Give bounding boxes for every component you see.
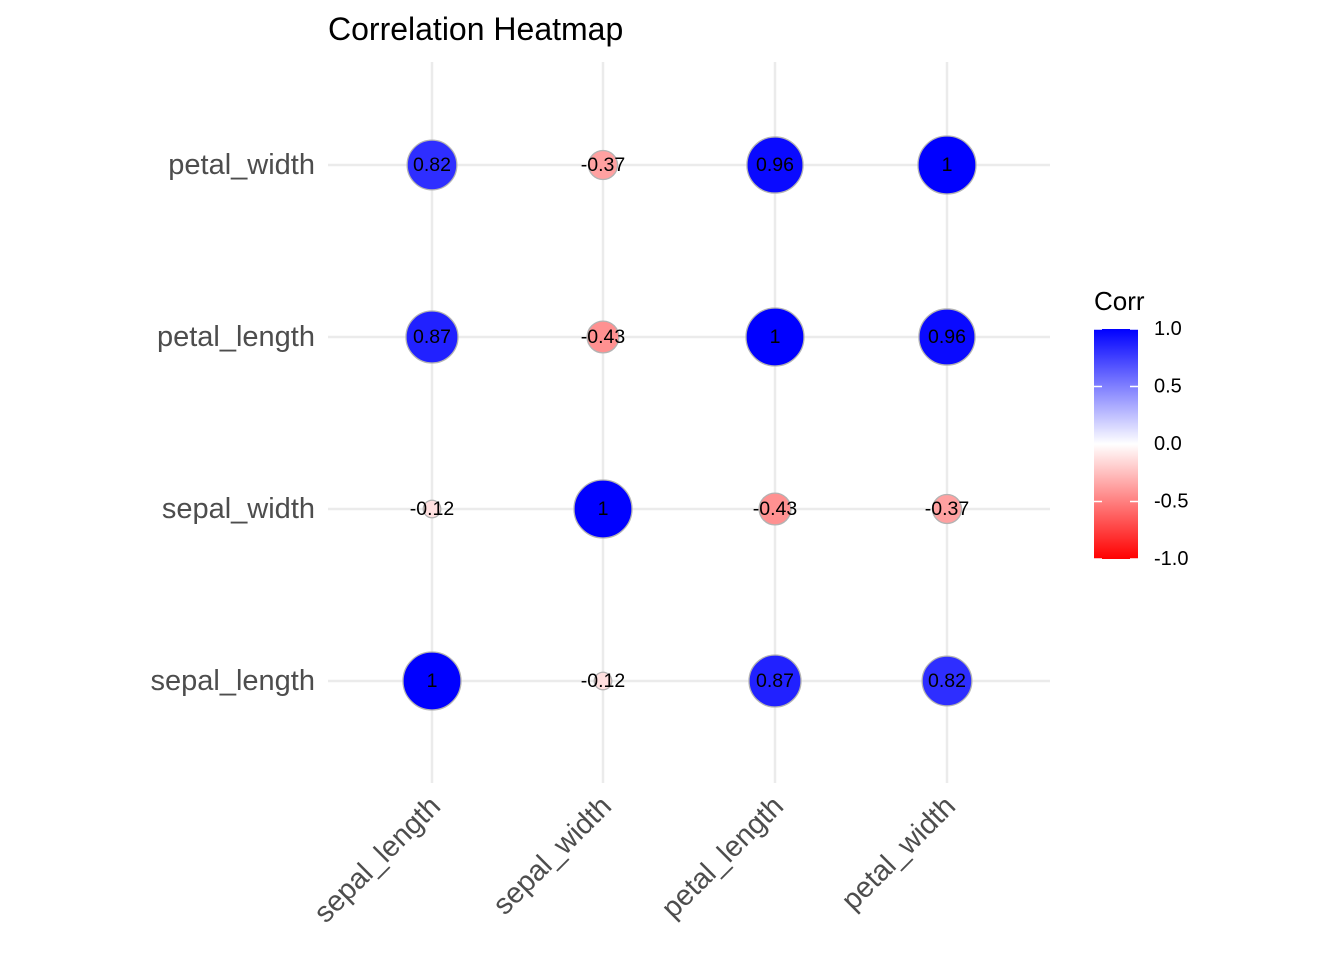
heatmap-cell xyxy=(593,671,613,691)
heatmap-cell xyxy=(917,135,977,195)
heatmap-cell xyxy=(586,320,620,354)
cell-value-label: 0.96 xyxy=(756,154,794,176)
y-tick-label: petal_width xyxy=(168,149,315,181)
heatmap-cell xyxy=(918,308,976,366)
axis-labels: sepal_lengthsepal_lengthsepal_widthsepal… xyxy=(151,149,962,929)
y-tick-label: sepal_width xyxy=(162,493,315,525)
heatmap-cell xyxy=(402,651,462,711)
x-tick-label: petal_width xyxy=(836,790,962,916)
cell-value-label: 0.82 xyxy=(413,154,451,176)
heatmap-cell xyxy=(931,493,963,525)
cell-value-label: -0.43 xyxy=(581,326,625,348)
legend-title: Corr xyxy=(1094,286,1145,316)
cell-value-label: -0.43 xyxy=(753,498,797,520)
legend-tick-label: -1.0 xyxy=(1154,548,1188,570)
y-tick-label: sepal_length xyxy=(151,665,315,697)
x-tick-label: sepal_length xyxy=(308,790,447,929)
heatmap-cell xyxy=(745,307,805,367)
cell-value-label: 0.96 xyxy=(928,326,966,348)
heatmap-cell xyxy=(405,310,459,364)
cell-value-label: 1 xyxy=(427,670,438,692)
x-tick-label: sepal_width xyxy=(487,790,618,921)
heatmap-cell xyxy=(573,479,633,539)
legend: Corr 1.0 0.5 0.0 -0.5 -1.0 xyxy=(1094,286,1188,570)
legend-tick-label: -0.5 xyxy=(1154,491,1188,513)
heatmap-cell xyxy=(746,136,804,194)
heatmap-cell xyxy=(758,492,792,526)
heatmap-cell xyxy=(422,499,442,519)
cell-value-label: 1 xyxy=(770,326,781,348)
cell-value-label: 0.87 xyxy=(413,326,451,348)
heatmap-cell xyxy=(406,139,458,191)
y-tick-label: petal_length xyxy=(157,321,315,353)
heatmap-cell xyxy=(587,149,619,181)
heatmap-cells: 1 -0.12 0.87 0.82 -0.12 1 -0.43 -0.37 0.87 -0.43 1… xyxy=(402,135,977,711)
legend-tick-label: 1.0 xyxy=(1154,318,1182,340)
heatmap-cell xyxy=(748,654,802,708)
cell-value-label: 1 xyxy=(598,498,609,520)
cell-value-label: -0.12 xyxy=(410,498,454,520)
cell-value-label: -0.37 xyxy=(925,498,969,520)
chart-title: Correlation Heatmap xyxy=(328,11,623,47)
cell-value-label: -0.37 xyxy=(581,154,625,176)
heatmap-cell xyxy=(921,655,973,707)
cell-value-label: -0.12 xyxy=(581,670,625,692)
cell-value-label: 0.82 xyxy=(928,670,966,692)
legend-tick-label: 0.0 xyxy=(1154,433,1182,455)
cell-value-label: 0.87 xyxy=(756,670,794,692)
x-tick-label: petal_length xyxy=(656,790,790,924)
legend-tick-label: 0.5 xyxy=(1154,376,1182,398)
cell-value-label: 1 xyxy=(942,154,953,176)
